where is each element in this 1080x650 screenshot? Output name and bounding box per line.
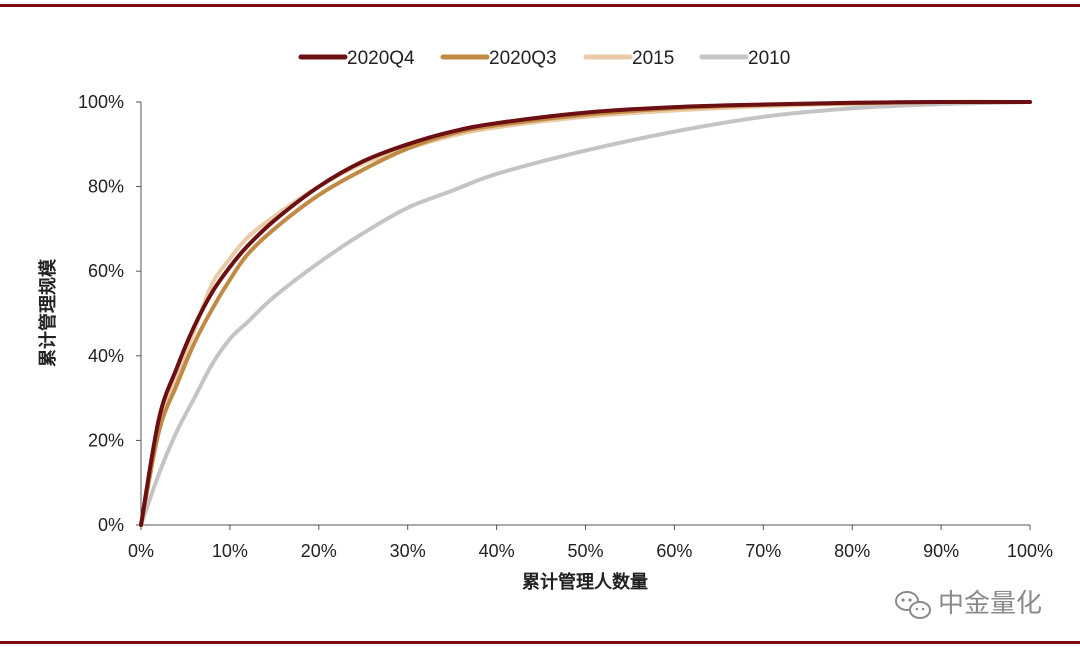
legend: 2020Q4 2020Q3 2015 2010 (298, 48, 790, 69)
series-line-2010 (139, 100, 1032, 527)
wechat-icon (895, 591, 931, 619)
x-tick-label: 90% (923, 541, 959, 561)
x-tick-label: 80% (834, 541, 870, 561)
series-line-2015 (139, 99, 1032, 527)
watermark: 中金量化 (895, 589, 1042, 619)
y-axis-title: 累计管理规模 (37, 258, 59, 367)
x-tick-labels: 0% 10% 20% 30% 40% 50% 60% 70% 80% 90% 100% (128, 525, 1053, 561)
y-tick-label: 40% (88, 346, 124, 366)
x-tick-label: 10% (212, 541, 248, 561)
x-tick-label: 20% (301, 541, 337, 561)
x-tick-label: 50% (567, 541, 603, 561)
top-rule (0, 4, 1080, 7)
y-tick-label: 60% (88, 261, 124, 281)
watermark-text: 中金量化 (938, 589, 1042, 619)
y-tick-label: 20% (88, 430, 124, 450)
x-tick-label: 0% (128, 541, 154, 561)
legend-label-2015: 2015 (632, 48, 674, 69)
series-line-2020q3 (139, 99, 1032, 527)
x-tick-label: 30% (390, 541, 426, 561)
x-tick-label: 100% (1007, 541, 1053, 561)
y-tick-label: 100% (78, 92, 124, 112)
legend-label-2020q3: 2020Q3 (489, 48, 557, 69)
y-tick-labels: 0% 20% 40% 60% 80% 100% (78, 92, 141, 535)
legend-label-2010: 2010 (748, 48, 790, 69)
series-line-2020q4 (139, 99, 1032, 527)
x-tick-label: 40% (479, 541, 515, 561)
axes (140, 102, 1030, 526)
legend-label-2020q4: 2020Q4 (347, 48, 415, 69)
y-tick-label: 0% (98, 515, 124, 535)
x-tick-label: 60% (656, 541, 692, 561)
bottom-rule (0, 641, 1080, 644)
x-axis-title: 累计管理人数量 (522, 571, 648, 593)
x-tick-label: 70% (745, 541, 781, 561)
y-tick-label: 80% (88, 177, 124, 197)
series-lines (139, 99, 1032, 527)
